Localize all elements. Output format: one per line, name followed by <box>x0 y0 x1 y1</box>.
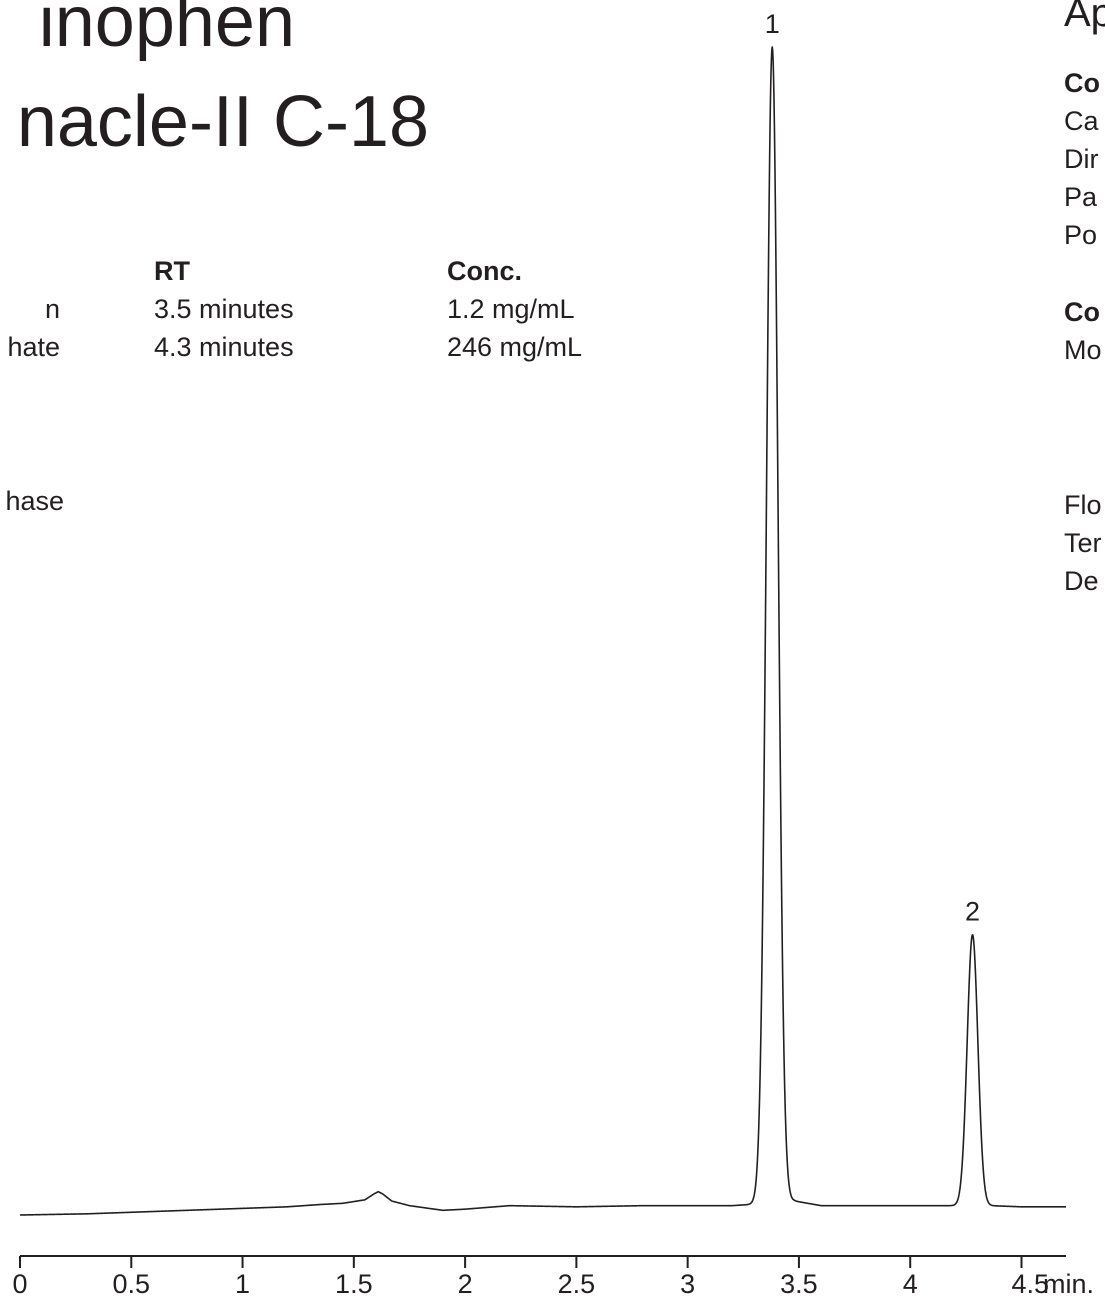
conditions-line: Flo <box>1064 490 1102 520</box>
page-title-line-2: nacle-II C-18 <box>16 82 429 162</box>
chromatogram-trace <box>19 46 1067 1216</box>
conditions-title: Ap <box>1064 0 1105 35</box>
x-tick-label: 0.5 <box>113 1269 151 1298</box>
compound-name-1: n <box>44 294 60 324</box>
conditions-section1-head: Co <box>1064 68 1100 98</box>
x-tick-label: 1.5 <box>335 1269 373 1298</box>
conditions-line: Ca <box>1064 106 1099 136</box>
compound-column: n hate <box>7 252 60 366</box>
conc-value-1: 1.2 mg/mL <box>447 294 575 324</box>
page-title-line-1: inophen <box>38 0 295 62</box>
conditions-line: De <box>1064 566 1099 596</box>
conditions-line: Dir <box>1064 144 1099 174</box>
x-tick-label: 0 <box>12 1269 27 1298</box>
peak-label: 1 <box>765 9 780 39</box>
conc-value-2: 246 mg/mL <box>447 332 583 362</box>
conditions-section2-head: Co <box>1064 297 1100 327</box>
x-tick-label: 4.5 <box>1011 1269 1049 1298</box>
x-axis-ticks <box>19 1256 1023 1268</box>
x-tick-label: 1 <box>235 1269 250 1298</box>
conditions-line: Pa <box>1064 182 1098 212</box>
concentration-column: Conc. 1.2 mg/mL 246 mg/mL <box>447 252 582 366</box>
peak-labels: 12 <box>765 9 980 927</box>
rt-value-2: 4.3 minutes <box>154 332 294 362</box>
conditions-line: Mo <box>1064 335 1102 365</box>
x-tick-label: 4 <box>903 1269 918 1298</box>
conditions-panel: Ap Co Ca Dir Pa Po Co Mo Flo Ter De <box>1064 0 1105 640</box>
mobile-phase-note: hase <box>5 486 64 516</box>
rt-header: RT <box>154 256 190 286</box>
conditions-line: Po <box>1064 220 1098 250</box>
x-axis-unit-label: min. <box>1043 1269 1094 1298</box>
compound-name-2: hate <box>7 332 60 362</box>
retention-time-column: RT 3.5 minutes 4.3 minutes <box>154 252 294 366</box>
rt-value-1: 3.5 minutes <box>154 294 294 324</box>
x-tick-label: 3 <box>680 1269 695 1298</box>
x-tick-label: 2.5 <box>558 1269 596 1298</box>
x-tick-label: 3.5 <box>780 1269 818 1298</box>
conditions-line: Ter <box>1064 528 1102 558</box>
x-tick-label: 2 <box>458 1269 473 1298</box>
peak-label: 2 <box>965 897 980 927</box>
conc-header: Conc. <box>447 256 523 286</box>
x-axis-tick-labels: 0 0.5 1 1.5 2 2.5 3 3.5 4 4.5 <box>12 1269 1049 1298</box>
